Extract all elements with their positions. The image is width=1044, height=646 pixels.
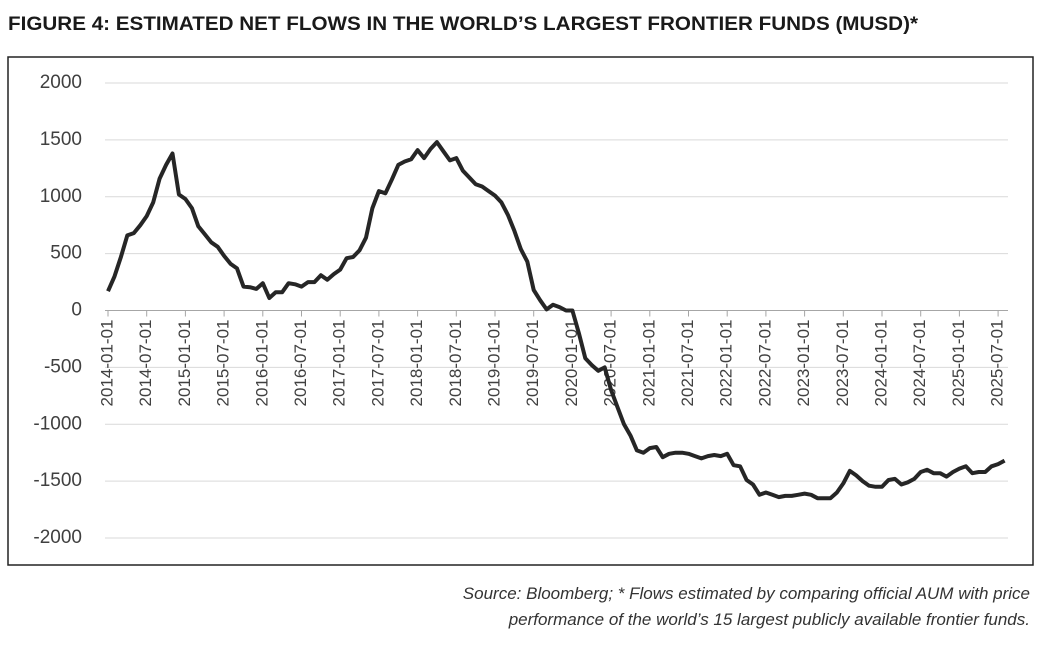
footnote: performance of the world’s 15 largest pu… <box>508 610 1030 629</box>
y-tick-label: 1000 <box>40 186 82 207</box>
x-tick-label: 2016-01-01 <box>252 320 271 407</box>
chart-title: FIGURE 4: ESTIMATED NET FLOWS IN THE WOR… <box>8 14 919 35</box>
x-tick-label: 2020-07-01 <box>601 320 620 407</box>
x-tick-label: 2019-07-01 <box>523 320 542 407</box>
x-tick-label: 2025-01-01 <box>949 320 968 407</box>
x-tick-label: 2021-07-01 <box>678 320 697 407</box>
x-tick-label: 2015-01-01 <box>175 320 194 407</box>
x-tick-label: 2014-01-01 <box>97 320 116 407</box>
x-tick-label: 2018-07-01 <box>446 320 465 407</box>
series-line <box>106 140 1006 501</box>
chart-frame <box>7 56 1034 566</box>
y-tick-label: 2000 <box>40 72 82 93</box>
x-tick-label: 2018-01-01 <box>407 320 426 407</box>
y-tick-label: -2000 <box>33 527 82 548</box>
x-tick-label: 2024-07-01 <box>910 320 929 407</box>
y-tick-label: -500 <box>44 356 82 377</box>
x-tick-label: 2017-07-01 <box>368 320 387 407</box>
y-tick-label: -1500 <box>33 470 82 491</box>
x-tick-label: 2015-07-01 <box>214 320 233 407</box>
y-tick-label: 500 <box>50 243 82 264</box>
x-tick-label: 2022-01-01 <box>717 320 736 407</box>
footnote: Source: Bloomberg; * Flows estimated by … <box>463 584 1030 603</box>
y-tick-label: 1500 <box>40 129 82 150</box>
x-tick-label: 2023-01-01 <box>794 320 813 407</box>
x-tick-label: 2017-01-01 <box>330 320 349 407</box>
x-tick-label: 2020-01-01 <box>562 320 581 407</box>
x-tick-label: 2019-01-01 <box>484 320 503 407</box>
x-tick-label: 2016-07-01 <box>291 320 310 407</box>
x-tick-label: 2022-07-01 <box>755 320 774 407</box>
y-tick-label: -1000 <box>33 413 82 434</box>
y-tick-label: 0 <box>71 300 82 321</box>
x-tick-label: 2024-01-01 <box>871 320 890 407</box>
x-tick-label: 2021-01-01 <box>639 320 658 407</box>
x-tick-label: 2014-07-01 <box>136 320 155 407</box>
x-tick-label: 2023-07-01 <box>833 320 852 407</box>
x-tick-label: 2025-07-01 <box>988 320 1007 407</box>
